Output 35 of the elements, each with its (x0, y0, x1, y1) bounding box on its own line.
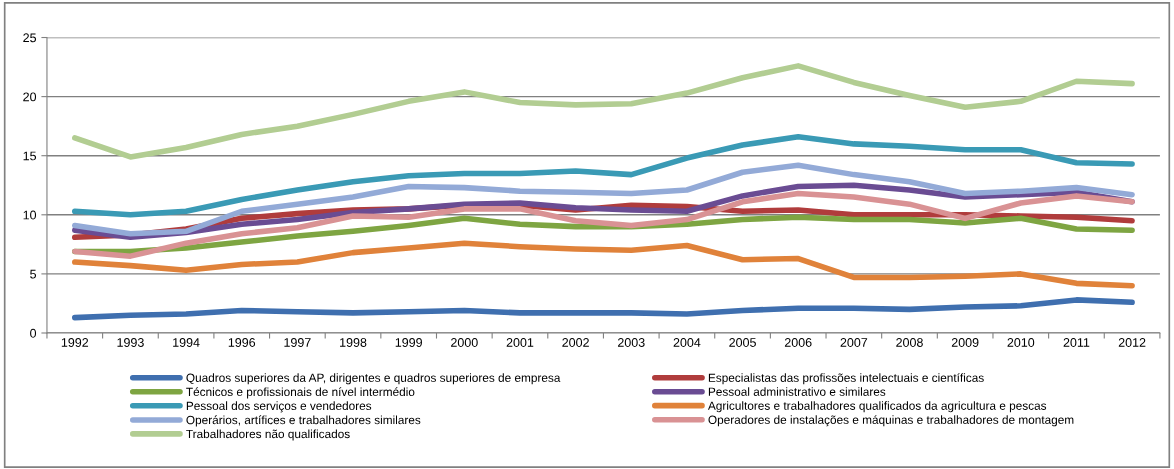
legend-label: Agricultores e trabalhadores qualificados da agricultura e pescas (707, 401, 1047, 413)
x-tick-label: 2005 (729, 338, 756, 347)
y-tick-label: 0 (30, 328, 37, 338)
legend-label: Especialistas das profissões intelectuais e científicas (708, 373, 984, 385)
x-tick-label: 1992 (61, 338, 89, 347)
x-tick-label: 2003 (617, 338, 645, 347)
legend-label: Pessoal dos serviços e vendedores (186, 401, 372, 413)
legend-label: Quadros superiores da AP, dirigentes e quadros superiores de empresa (186, 373, 561, 385)
legend-label: Trabalhadores não qualificados (186, 429, 350, 441)
legend-label: Operários, artífices e trabalhadores similares (186, 415, 421, 427)
x-tick-label: 2002 (562, 338, 589, 347)
x-tick-label: 2008 (896, 338, 923, 347)
y-tick-label: 15 (23, 151, 37, 161)
x-tick-label: 1997 (284, 338, 311, 347)
x-tick-label: 2001 (506, 338, 534, 347)
x-tick-label: 2000 (451, 338, 478, 347)
y-tick-label: 10 (23, 210, 37, 220)
x-tick-label: 1998 (340, 338, 367, 347)
x-tick-label: 1993 (117, 338, 144, 347)
x-tick-label: 2009 (951, 338, 979, 347)
x-tick-label: 2006 (784, 338, 812, 347)
x-tick-label: 2004 (673, 338, 701, 347)
legend-label: Pessoal administrativo e similares (708, 387, 886, 396)
y-tick-label: 25 (23, 33, 37, 43)
x-tick-label: 1994 (173, 338, 200, 347)
x-tick-label: 1996 (228, 338, 256, 347)
legend-label: Técnicos e profissionais de nível intermédio (186, 387, 415, 399)
legend-label: Operadores de instalações e máquinas e trabalhadores de montagem (708, 415, 1074, 427)
x-tick-label: 2012 (1118, 338, 1146, 347)
y-tick-label: 20 (23, 92, 37, 102)
x-tick-label: 2010 (1007, 338, 1035, 347)
x-tick-label: 1999 (395, 338, 422, 347)
x-tick-label: 2007 (840, 338, 868, 347)
y-tick-label: 5 (30, 269, 37, 279)
x-tick-label: 2011 (1063, 338, 1090, 347)
